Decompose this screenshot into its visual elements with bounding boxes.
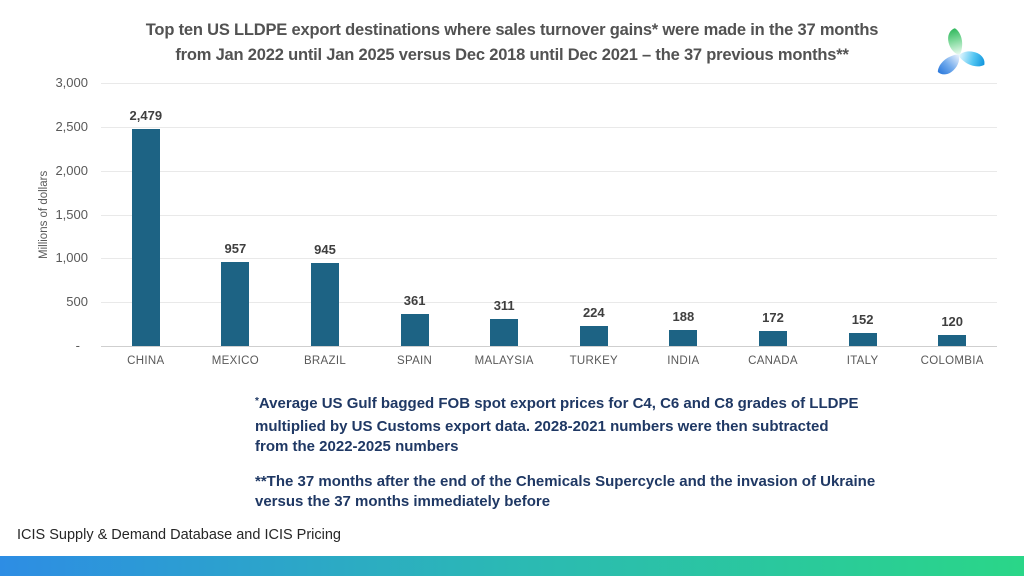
bar-canada xyxy=(758,330,787,346)
x-axis-label-india: INDIA xyxy=(667,355,700,367)
bar-column-spain: 361 SPAIN xyxy=(370,83,460,367)
x-axis-label-china: CHINA xyxy=(127,355,165,367)
bar-value-label-brazil: 945 xyxy=(314,242,336,258)
bar-column-italy: 152 ITALY xyxy=(818,83,908,367)
logo-petal-blue xyxy=(937,54,960,75)
bar-column-colombia: 120 COLOMBIA xyxy=(907,83,997,367)
y-tick-label: 1,000 xyxy=(55,250,88,266)
footnote-1-marker: * xyxy=(255,396,259,407)
icis-logo-icon xyxy=(937,28,985,75)
footnote-2: **The 37 months after the end of the Che… xyxy=(255,472,915,513)
footer-gradient-bar xyxy=(0,556,1024,576)
source-credit: ICIS Supply & Demand Database and ICIS P… xyxy=(17,527,341,543)
footnote-2-line: **The 37 months after the end of the Che… xyxy=(255,472,876,490)
y-tick-label: 1,500 xyxy=(55,206,88,222)
footnote-1-line: *Average US Gulf bagged FOB spot export … xyxy=(255,394,915,417)
bar-value-label-italy: 152 xyxy=(851,311,874,327)
bar-value-label-malaysia: 311 xyxy=(493,297,515,313)
x-axis-label-turkey: TURKEY xyxy=(569,355,619,367)
bar-column-turkey: 224 TURKEY xyxy=(549,83,639,367)
gridline xyxy=(101,302,997,304)
x-axis-label-italy: ITALY xyxy=(846,355,879,367)
gridline xyxy=(101,126,997,128)
footnote-2-line: versus the 37 months immediately before xyxy=(255,493,551,510)
y-tick-label: 2,000 xyxy=(55,162,88,178)
plot-area: 2,479 CHINA 957 MEXICO 945 BRAZIL 361 SPAIN 311 M… xyxy=(101,83,997,367)
y-axis-ticks: 3,000 2,500 2,000 1,500 1,000 500 - xyxy=(0,75,88,353)
bar-value-label-turkey: 224 xyxy=(582,305,605,321)
x-axis-label-mexico: MEXICO xyxy=(211,355,259,367)
icis-logo xyxy=(928,25,990,85)
bar-value-label-mexico: 957 xyxy=(224,241,247,257)
footnote-1-line: multiplied by US Customs export data. 20… xyxy=(255,417,829,435)
gridline xyxy=(101,83,997,84)
gridline xyxy=(101,258,997,260)
bar-column-brazil: 945 BRAZIL xyxy=(280,83,370,367)
bar-value-label-india: 188 xyxy=(672,308,695,324)
y-tick-label: - xyxy=(75,338,80,353)
bar-value-label-spain: 361 xyxy=(403,293,426,309)
bar-india xyxy=(669,329,698,346)
x-axis-label-canada: CANADA xyxy=(748,355,798,367)
x-axis-label-malaysia: MALAYSIA xyxy=(474,355,534,367)
chart-title-line1: Top ten US LLDPE export destinations whe… xyxy=(145,21,879,39)
gridline xyxy=(101,214,997,216)
bar-column-malaysia: 311 MALAYSIA xyxy=(459,83,549,367)
logo-petal-cyan xyxy=(958,51,985,67)
bar-malaysia xyxy=(490,318,519,346)
bar-china xyxy=(131,128,160,346)
bar-value-label-china: 2,479 xyxy=(129,107,163,123)
bar-spain xyxy=(400,314,429,346)
x-axis-label-colombia: COLOMBIA xyxy=(920,355,984,367)
x-axis-label-spain: SPAIN xyxy=(397,355,433,367)
bar-colombia xyxy=(938,335,967,346)
x-axis-label-brazil: BRAZIL xyxy=(303,355,347,367)
bar-brazil xyxy=(310,263,339,346)
chart-title-line2: from Jan 2022 until Jan 2025 versus Dec … xyxy=(175,46,849,64)
x-axis-line xyxy=(101,346,997,347)
bar-column-canada: 172 CANADA xyxy=(728,83,818,367)
gridline xyxy=(101,170,997,172)
bar-italy xyxy=(848,332,877,346)
y-tick-label: 500 xyxy=(66,294,88,310)
logo-petal-green xyxy=(948,28,963,55)
bar-turkey xyxy=(579,326,608,346)
bar-column-china: 2,479 CHINA xyxy=(101,83,191,367)
y-tick-label: 2,500 xyxy=(55,118,88,134)
footnotes: *Average US Gulf bagged FOB spot export … xyxy=(255,394,915,513)
footnote-1-text: Average US Gulf bagged FOB spot export p… xyxy=(258,395,859,412)
bar-value-label-canada: 172 xyxy=(762,309,784,325)
bar-column-mexico: 957 MEXICO xyxy=(191,83,281,367)
bar-column-india: 188 INDIA xyxy=(639,83,729,367)
y-tick-label: 3,000 xyxy=(55,75,88,90)
footnote-1: *Average US Gulf bagged FOB spot export … xyxy=(255,394,915,458)
bar-mexico xyxy=(221,262,250,346)
chart-title: Top ten US LLDPE export destinations whe… xyxy=(0,18,1024,68)
footnote-1-line: from the 2022-2025 numbers xyxy=(255,438,459,455)
bar-value-label-colombia: 120 xyxy=(941,314,964,330)
